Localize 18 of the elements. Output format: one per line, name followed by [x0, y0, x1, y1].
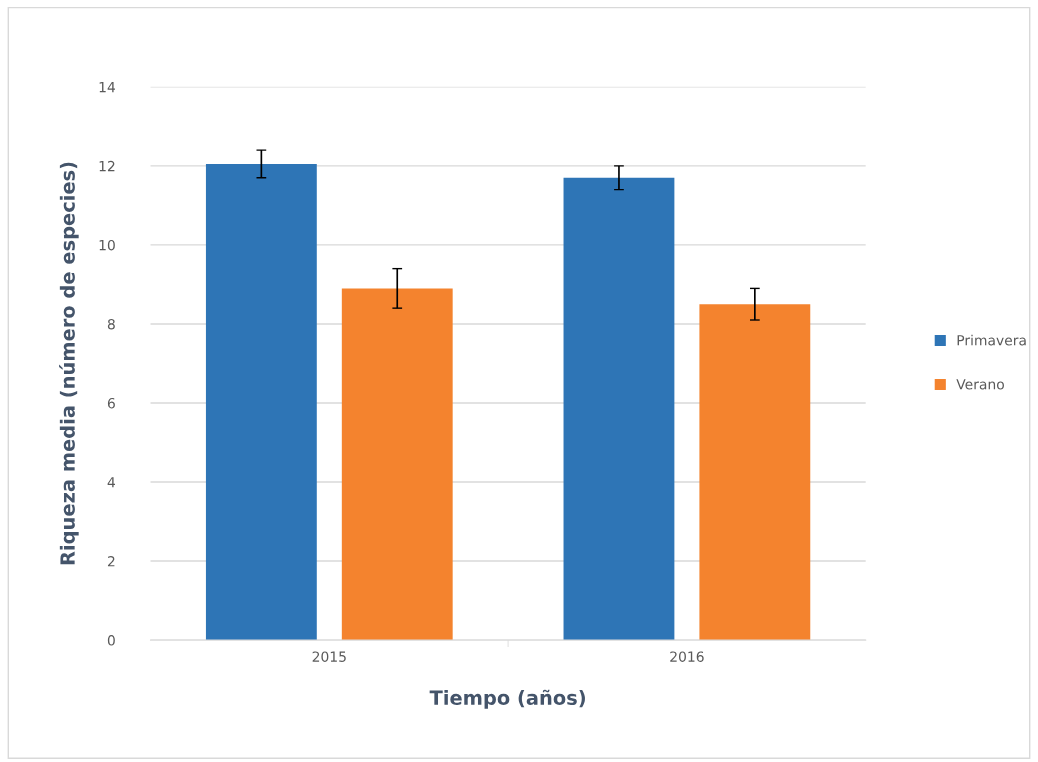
y-tick-label: 2 [107, 556, 115, 567]
y-tick-label: 14 [99, 82, 116, 93]
y-tick-label: 4 [107, 477, 116, 488]
bar [341, 288, 453, 641]
y-tick-label: 10 [99, 239, 115, 251]
y-axis-title: Riqueza media (número de especies) [59, 162, 79, 565]
bar [563, 177, 675, 641]
x-tick-label: 2016 [670, 651, 704, 662]
y-tick-label: 8 [107, 318, 115, 330]
bar [699, 304, 811, 641]
legend-label: Verano [956, 379, 1004, 390]
y-tick-label: 0 [107, 635, 115, 646]
x-tick-label: 2015 [312, 651, 346, 662]
bar [205, 163, 317, 641]
legend-label: Primavera [957, 334, 1026, 346]
y-tick-label: 12 [99, 160, 115, 172]
x-axis-title: Tiempo (años) [429, 689, 585, 709]
y-tick-label: 6 [107, 397, 115, 409]
